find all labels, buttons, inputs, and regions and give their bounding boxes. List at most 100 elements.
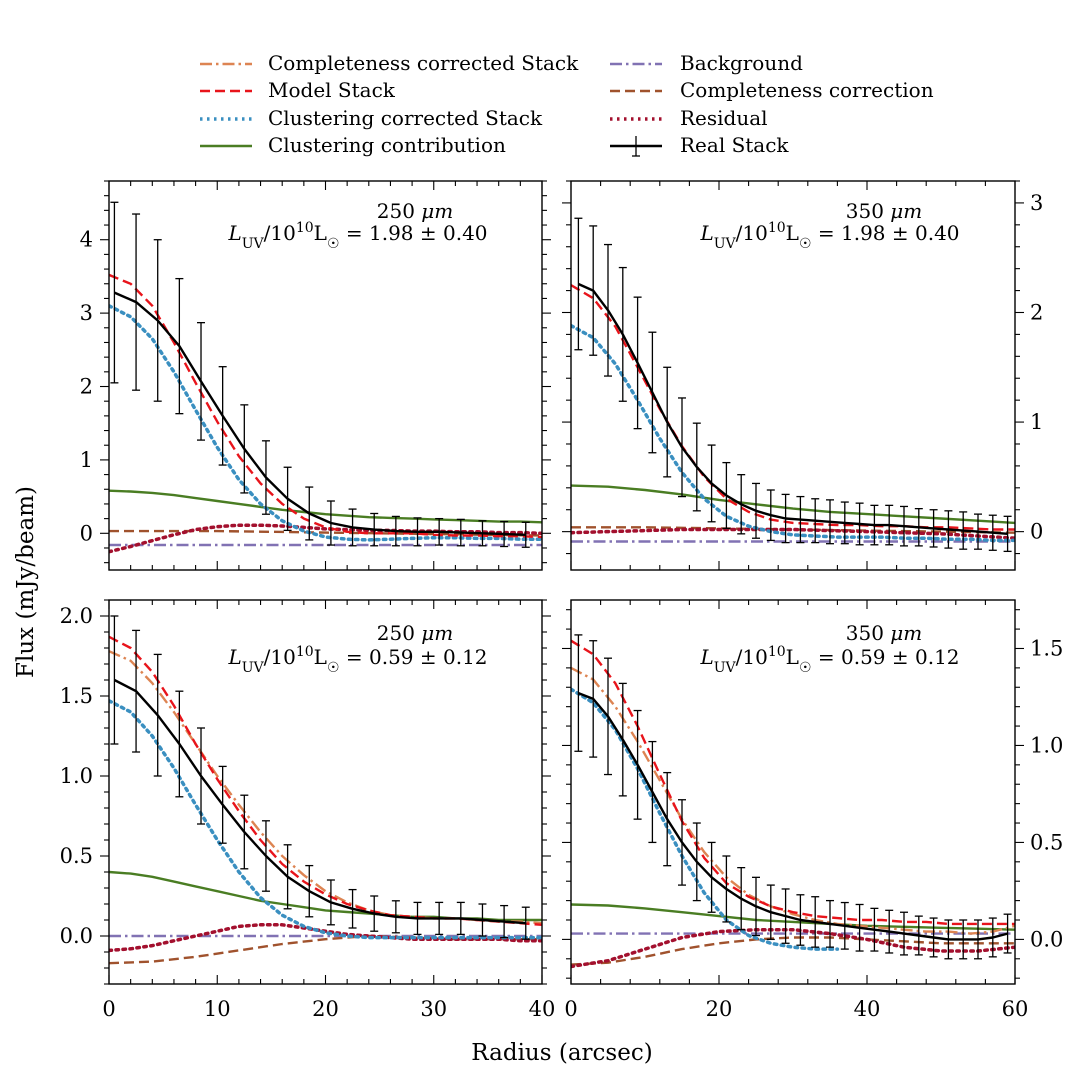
series-real bbox=[113, 291, 526, 536]
errorbar bbox=[618, 266, 627, 402]
errorbar bbox=[218, 366, 227, 466]
errorbar bbox=[811, 896, 820, 948]
errorbar bbox=[752, 482, 760, 539]
errorbar bbox=[663, 771, 672, 867]
series-clustering bbox=[571, 484, 1015, 525]
series-residual bbox=[571, 527, 1015, 540]
y-tick-label: 1 bbox=[80, 448, 93, 472]
legend-entry-real: Real Stack bbox=[610, 133, 789, 157]
errorbar bbox=[574, 634, 583, 752]
errorbar bbox=[944, 919, 953, 960]
y-axis-title: Flux (mJy/beam) bbox=[13, 486, 39, 678]
errorbar bbox=[900, 911, 908, 956]
legend-entry-residual: Residual bbox=[610, 106, 768, 130]
errorbar bbox=[707, 444, 716, 523]
errorbar bbox=[197, 727, 206, 825]
errorbar bbox=[929, 917, 938, 958]
errorbar bbox=[604, 243, 612, 377]
errorbar bbox=[959, 919, 968, 960]
errorbar bbox=[766, 489, 775, 542]
x-tick-label: 20 bbox=[312, 997, 339, 1021]
band-label: 350 μm bbox=[846, 199, 923, 223]
y-tick-label: 1.0 bbox=[1030, 733, 1063, 757]
luminosity-label: LUV/1010L☉ = 1.98 ± 0.40 bbox=[227, 220, 487, 252]
y-tick-label: 2.0 bbox=[60, 604, 93, 628]
plot-area bbox=[571, 217, 1015, 553]
errorbar bbox=[796, 894, 805, 946]
errorbar bbox=[737, 474, 746, 535]
series-real bbox=[113, 678, 526, 925]
series-clustering_corrected bbox=[571, 687, 840, 951]
plot-area bbox=[571, 634, 1015, 969]
y-tick-label: 3 bbox=[1030, 191, 1043, 215]
legend-entry-completeness_corrected: Completeness corrected Stack bbox=[200, 51, 579, 75]
x-tick-label: 60 bbox=[1002, 997, 1029, 1021]
x-tick-label: 20 bbox=[706, 997, 733, 1021]
errorbar bbox=[944, 510, 953, 549]
luminosity-label: LUV/1010L☉ = 1.98 ± 0.40 bbox=[699, 220, 959, 252]
errorbar bbox=[305, 486, 314, 541]
y-tick-label: 3 bbox=[80, 301, 93, 325]
series-completeness_corrected bbox=[571, 666, 1015, 935]
errorbar bbox=[370, 512, 379, 547]
errorbar bbox=[456, 518, 465, 547]
errorbar bbox=[589, 225, 598, 356]
errorbar bbox=[826, 899, 834, 948]
panel-bottom-left: 0 10 20 30 40 0.0 0.5 1.0 1.5 2.0 250 μmLUV/1010L☉… bbox=[60, 599, 555, 1021]
legend-entry-background: Background bbox=[610, 51, 803, 75]
y-tick-label: 0 bbox=[1030, 520, 1043, 544]
axes-frame bbox=[570, 180, 1016, 571]
errorbar bbox=[197, 322, 206, 441]
errorbar bbox=[435, 901, 444, 936]
series-clustering_corrected bbox=[571, 323, 1015, 543]
errorbar bbox=[633, 709, 642, 820]
x-axis-title: Radius (arcsec) bbox=[471, 1040, 652, 1066]
y-tick-label: 0.5 bbox=[60, 844, 93, 868]
y-tick-label: 1 bbox=[1030, 410, 1043, 434]
luminosity-label: LUV/1010L☉ = 0.59 ± 0.12 bbox=[699, 644, 959, 676]
errorbar bbox=[326, 879, 335, 926]
legend: Completeness corrected Stack Model Stack C… bbox=[200, 51, 934, 157]
y-tick-label: 1.5 bbox=[1030, 636, 1063, 660]
legend-entry-completeness_correction: Completeness correction bbox=[610, 78, 934, 102]
errorbar bbox=[391, 515, 400, 547]
errorbar bbox=[826, 499, 834, 545]
series-clustering_corrected bbox=[109, 699, 542, 940]
errorbar bbox=[840, 901, 849, 950]
errorbar bbox=[633, 296, 642, 430]
errorbar bbox=[478, 903, 487, 937]
errorbar bbox=[737, 866, 746, 931]
errorbar bbox=[648, 740, 657, 844]
errorbar bbox=[678, 799, 686, 886]
errorbar bbox=[153, 653, 162, 777]
errorbar bbox=[240, 794, 249, 870]
series-clustering bbox=[109, 870, 542, 922]
band-label: 250 μm bbox=[377, 621, 454, 645]
series-clustering bbox=[109, 489, 542, 524]
x-tick-label: 0 bbox=[564, 997, 577, 1021]
legend-label-background: Background bbox=[680, 51, 803, 75]
errorbar bbox=[781, 888, 790, 944]
errorbar bbox=[589, 640, 598, 758]
series-residual bbox=[571, 927, 1015, 969]
legend-label-model: Model Stack bbox=[268, 78, 396, 102]
errorbar bbox=[648, 331, 657, 454]
legend-label-residual: Residual bbox=[680, 106, 768, 130]
errorbar bbox=[132, 629, 141, 753]
errorbar bbox=[855, 903, 864, 952]
errorbar bbox=[678, 397, 686, 498]
errorbar bbox=[500, 904, 509, 939]
y-tick-label: 1.0 bbox=[60, 764, 93, 788]
errorbar bbox=[604, 657, 612, 776]
errorbar bbox=[370, 895, 379, 932]
errorbar bbox=[478, 520, 487, 547]
y-tick-label: 0.0 bbox=[1030, 927, 1063, 951]
errorbar bbox=[663, 366, 672, 478]
errorbar bbox=[283, 466, 292, 532]
x-tick-label: 30 bbox=[420, 997, 447, 1021]
errorbar bbox=[132, 213, 141, 391]
y-tick-label: 1.5 bbox=[60, 684, 93, 708]
errorbar bbox=[692, 822, 701, 902]
